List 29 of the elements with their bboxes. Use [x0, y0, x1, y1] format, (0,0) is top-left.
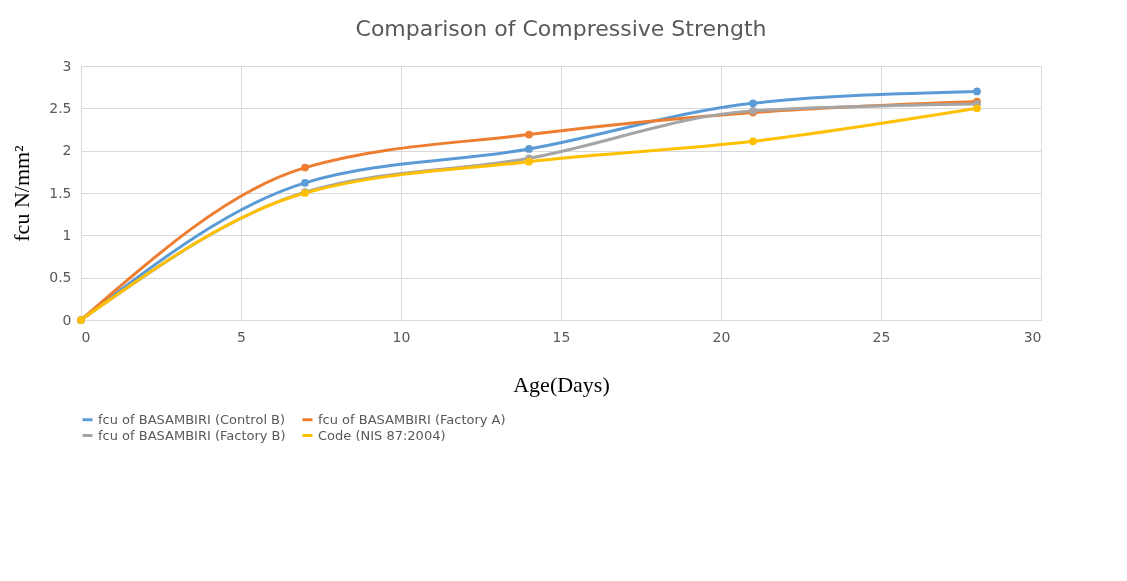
y-tick-label: 2.5 — [49, 99, 72, 116]
point — [301, 178, 309, 187]
y-tick-label: 0.5 — [49, 269, 72, 286]
point — [749, 137, 757, 146]
chart-title: Comparison of Compressive Strength — [355, 16, 767, 41]
point — [973, 104, 981, 113]
y-tick-label: 1.5 — [49, 184, 72, 201]
legend-label: fcu of BASAMBIRI (Factory B) — [98, 427, 286, 443]
x-tick-label: 30 — [1023, 328, 1042, 345]
y-axis-title: fcu N/mm² — [9, 144, 35, 242]
x-tick-label: 10 — [392, 328, 411, 345]
x-tick-label: 15 — [552, 328, 571, 345]
point — [525, 145, 533, 153]
x-tick-label: 20 — [712, 328, 731, 345]
legend-label: fcu of BASAMBIRI (Factory A) — [318, 411, 506, 427]
y-tick-label: 3 — [62, 57, 72, 74]
y-tick-label: 1 — [62, 226, 72, 243]
x-tick-label: 5 — [237, 328, 246, 345]
y-tick-label: 2 — [62, 142, 72, 159]
legend-label: fcu of BASAMBIRI (Control B) — [98, 411, 286, 427]
legend-label: Code (NIS 87:2004) — [318, 427, 446, 443]
x-axis-title: Age(Days) — [513, 371, 610, 397]
point — [973, 87, 981, 96]
point — [749, 99, 757, 108]
x-tick-label: 0 — [81, 328, 91, 345]
y-tick-label: 0 — [62, 311, 72, 328]
point — [301, 163, 309, 172]
x-tick-label: 25 — [872, 328, 891, 345]
point — [525, 130, 533, 139]
